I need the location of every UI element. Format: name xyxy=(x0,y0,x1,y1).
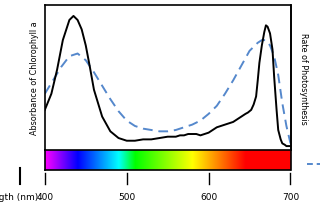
Y-axis label: Absorbance of Chlorophyll a: Absorbance of Chlorophyll a xyxy=(30,22,39,135)
Text: Wavelength (nm):: Wavelength (nm): xyxy=(0,192,42,201)
Text: 600: 600 xyxy=(200,192,217,201)
Y-axis label: Rate of Photosynthesis: Rate of Photosynthesis xyxy=(299,33,308,124)
Text: 700: 700 xyxy=(282,192,299,201)
Text: 500: 500 xyxy=(118,192,135,201)
Text: 400: 400 xyxy=(36,192,53,201)
